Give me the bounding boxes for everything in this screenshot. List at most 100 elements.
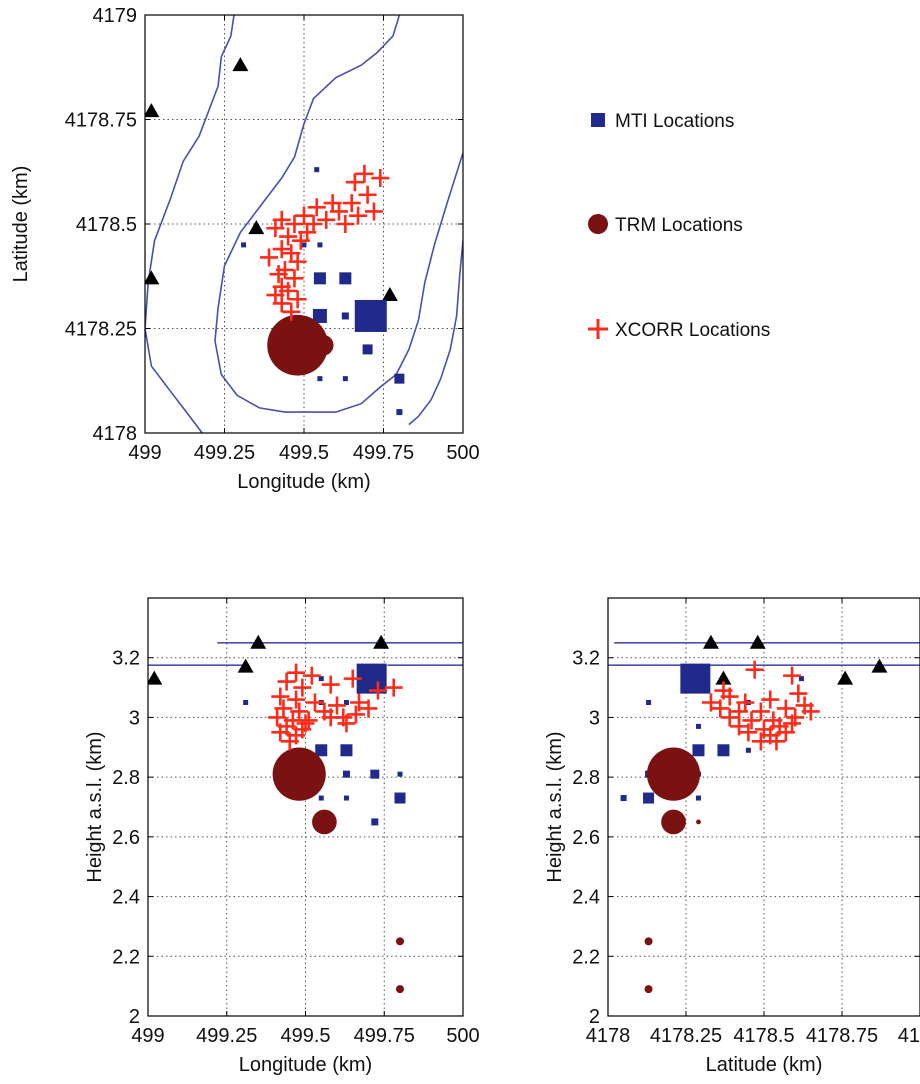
xcorr-marker [260, 248, 279, 267]
plot-area [148, 634, 463, 994]
xcorr-marker [288, 252, 307, 271]
y-tick-label: 2 [129, 1006, 140, 1028]
xcorr-marker [730, 717, 749, 736]
xcorr-marker [328, 696, 346, 715]
xcorr-marker [761, 690, 780, 709]
xcorr-marker [711, 699, 730, 718]
mti-marker [362, 344, 373, 355]
xcorr-marker [280, 732, 299, 751]
xcorr-marker [272, 294, 291, 313]
mti-marker [343, 700, 349, 705]
xcorr-marker [305, 693, 324, 712]
y-tick-label: 2.2 [112, 946, 140, 968]
mti-marker [646, 700, 652, 705]
mti-marker [680, 663, 711, 694]
x-axis-label: Longitude (km) [237, 471, 370, 493]
mti-marker [692, 744, 705, 757]
mti-marker [313, 272, 326, 285]
xcorr-marker [789, 684, 808, 703]
xcorr-marker [783, 714, 802, 733]
xcorr-marker [279, 281, 298, 300]
gridlines [608, 598, 920, 1016]
gridlines [148, 598, 463, 1016]
mti-marker [317, 242, 323, 248]
x-axis-label: Latitude (km) [706, 1054, 823, 1076]
axes-frame [147, 597, 464, 1017]
y-tick-label: 4178.75 [65, 110, 137, 132]
y-tick-label: 4179 [93, 5, 138, 27]
y-axis-label: Height a.s.l. (km) [84, 731, 106, 882]
x-tick-label: 499 [131, 1025, 164, 1047]
x-tick-label: 499.5 [280, 1025, 330, 1047]
xcorr-marker [371, 169, 390, 188]
y-tick-label: 2.2 [572, 946, 600, 968]
xcorr-marker [266, 219, 285, 238]
xcorr-marker [337, 714, 356, 733]
mti-marker [371, 818, 379, 826]
mti-marker [315, 744, 328, 757]
xcorr-marker [343, 669, 362, 688]
mti-marker [340, 744, 353, 757]
y-tick-label: 2.6 [112, 827, 140, 849]
mti-marker [243, 700, 249, 705]
xcorr-marker [346, 705, 365, 724]
xcorr-marker [751, 702, 770, 721]
mti-marker [241, 242, 247, 248]
xcorr-marker [364, 202, 383, 221]
xcorr-marker [751, 732, 770, 751]
xcorr-marker [288, 290, 307, 309]
xcorr-marker [720, 708, 739, 727]
x-tick-label: 4179 [898, 1025, 920, 1047]
xcorr-marker [776, 699, 795, 718]
y-tick-label: 4178.5 [76, 214, 137, 236]
xcorr-marker [329, 202, 348, 221]
terrain-contour [408, 240, 463, 426]
legend-item-mti: MTI Locations [591, 111, 734, 132]
mti-marker [695, 795, 701, 801]
xcorr-marker [368, 681, 387, 700]
xcorr-marker [295, 206, 313, 225]
station-marker [250, 634, 267, 649]
xcorr-marker [345, 173, 364, 192]
xcorr-marker [272, 240, 291, 259]
station-marker [145, 103, 160, 118]
x-tick-label: 499.75 [354, 1025, 415, 1047]
xcorr-marker [355, 164, 374, 183]
mti-marker [354, 299, 387, 332]
xcorr-marker [767, 732, 786, 751]
y-tick-label: 2 [589, 1006, 600, 1028]
y-tick-label: 3 [129, 707, 140, 729]
x-axis-label: Longitude (km) [239, 1054, 372, 1076]
x-tick-label: 499.25 [196, 1025, 257, 1047]
xcorr-marker [285, 269, 304, 288]
mti-marker [394, 373, 405, 384]
plot-bottom-right-height-lat: 4178 4178.25 4178.5 4178.75 4179 2 2.2 2.4 2.6 2.… [544, 597, 920, 1076]
xcorr-marker [739, 723, 758, 742]
y-tick-label: 3.2 [112, 648, 140, 670]
mti-marker [339, 272, 352, 285]
station-marker [145, 270, 160, 285]
x-tick-label: 4178.75 [806, 1025, 878, 1047]
y-tick-label: 2.4 [572, 887, 600, 909]
xcorr-marker [296, 714, 315, 733]
mti-marker [643, 792, 655, 804]
legend-label-trm: TRM Locations [615, 215, 743, 236]
xcorr-marker [714, 681, 733, 700]
trm-marker [646, 747, 701, 801]
station-marker [381, 287, 398, 302]
xcorr-marker [307, 198, 326, 217]
trm-marker [661, 809, 686, 835]
mti-marker [745, 747, 751, 753]
xcorr-marker [783, 666, 802, 685]
legend-label-xcorr: XCORR Locations [615, 320, 770, 341]
station-marker [702, 634, 719, 649]
xcorr-marker [349, 206, 368, 225]
station-marker [232, 57, 249, 72]
x-tick-label: 4178.5 [733, 1025, 794, 1047]
x-tick-label: 499.5 [279, 442, 329, 464]
xcorr-marker [285, 215, 304, 233]
xcorr-marker [279, 227, 298, 246]
mti-marker [342, 376, 348, 382]
plot-area [608, 634, 920, 994]
y-tick-label: 4178 [93, 423, 138, 445]
